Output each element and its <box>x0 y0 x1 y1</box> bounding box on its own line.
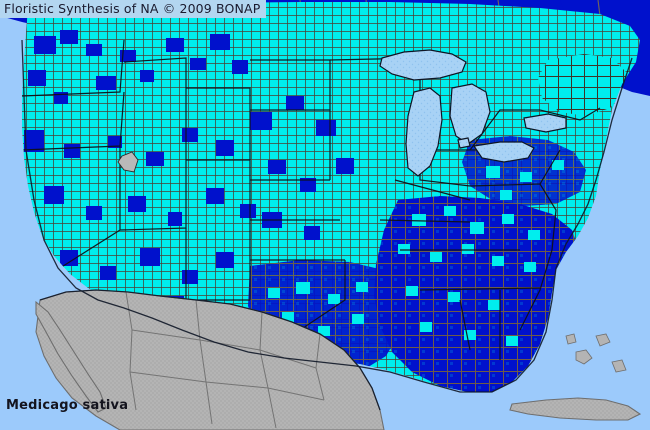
fill-cyan-counties-southeast <box>268 160 564 354</box>
state-boundaries <box>22 39 601 360</box>
map-title-text: Floristic Synthesis of NA © 2009 BONAP <box>4 1 261 16</box>
great-salt-lake <box>117 151 139 173</box>
coastline <box>21 39 633 411</box>
map-title-banner: Floristic Synthesis of NA © 2009 BONAP <box>0 0 266 18</box>
baja-peninsula <box>35 300 107 413</box>
cuba <box>509 397 642 421</box>
species-name-label: Medicago sativa <box>6 398 129 413</box>
fill-southeast <box>374 196 580 392</box>
region-no-data-landmass[interactable] <box>35 289 642 430</box>
fill-new-england <box>538 54 626 116</box>
great-lakes <box>379 49 567 177</box>
bahamas <box>565 333 627 373</box>
